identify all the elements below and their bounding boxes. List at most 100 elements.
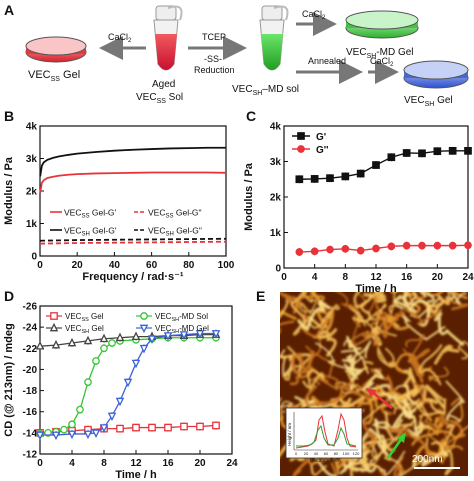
data-point	[212, 421, 220, 430]
data-point	[100, 344, 108, 353]
x-tick-label: 8	[343, 272, 349, 283]
afm-fiber	[434, 344, 460, 365]
y-tick-label: -14	[23, 428, 38, 439]
x-tick-label: 4	[312, 272, 318, 283]
red-arrow-icon	[371, 391, 393, 409]
data-point	[131, 331, 141, 341]
data-point	[295, 175, 304, 184]
petri-dish-blue-icon	[403, 60, 469, 89]
afm-fiber	[280, 353, 313, 377]
series-line-3	[39, 237, 227, 242]
data-point	[115, 397, 125, 407]
data-point	[131, 359, 141, 369]
afm-fiber	[434, 416, 465, 437]
afm-fiber	[393, 456, 406, 476]
data-point	[356, 246, 365, 255]
x-tick-label: 24	[226, 458, 238, 469]
scale-bar-label: 200nm	[412, 454, 443, 465]
afm-fiber	[428, 366, 449, 382]
afm-fiber	[343, 381, 371, 417]
afm-fiber	[428, 294, 451, 314]
chart-d-cd-kinetics: 0 4 8 12 16 20 24 -12 -14 -16 -18 -20 -22 -24 -26 Time …	[3, 302, 238, 481]
afm-fiber	[370, 312, 401, 339]
afm-fiber	[430, 441, 454, 476]
afm-fiber	[434, 308, 465, 346]
x-tick-label: 40	[109, 260, 121, 271]
panel-label-d: D	[4, 288, 15, 304]
y-tick-label: 0	[275, 264, 281, 275]
x-tick-label: 100	[218, 260, 235, 271]
data-point	[448, 241, 457, 250]
legend-marker	[49, 322, 59, 332]
afm-fiber	[280, 309, 297, 320]
data-point	[51, 431, 61, 441]
data-point	[60, 425, 68, 434]
x-axis-title: Time / h	[115, 469, 157, 481]
y-tick-label: -20	[23, 365, 38, 376]
aged-sol-tube-icon	[153, 5, 183, 71]
afm-fiber	[382, 447, 424, 476]
data-point	[163, 332, 173, 341]
afm-fiber	[376, 386, 418, 409]
data-point	[341, 244, 350, 253]
afm-fiber	[380, 468, 387, 476]
afm-fiber	[361, 319, 380, 335]
data-point	[326, 174, 334, 183]
data-point	[68, 420, 76, 429]
afm-fiber	[299, 299, 317, 315]
data-point	[464, 146, 472, 155]
inset-x-tick-label: 0	[295, 451, 298, 456]
petri-dish-green-icon	[345, 10, 419, 39]
data-point	[448, 146, 457, 155]
y-axis-title: Modulus / Pa	[3, 156, 15, 225]
petri-dish-red-icon	[25, 36, 87, 63]
afm-fiber	[403, 292, 421, 317]
data-point	[92, 357, 100, 365]
data-point	[164, 423, 172, 432]
x-tick-label: 20	[194, 458, 206, 469]
afm-fiber	[365, 293, 398, 324]
afm-fiber	[387, 426, 429, 456]
y-tick-label: 1k	[26, 219, 38, 230]
data-point	[310, 247, 319, 256]
legend-entry-3: VECSH-MD Gel	[155, 324, 209, 335]
data-point	[372, 244, 380, 253]
afm-fiber	[309, 302, 340, 329]
x-tick-label: 80	[183, 260, 195, 271]
x-tick-label: 60	[146, 260, 158, 271]
chart-b-frequency-sweep: 0 20 40 60 80 100 0 1k 2k 3k 4k Frequency / rad·s⁻¹…	[3, 122, 235, 284]
legend-entry-0: VECSS Gel-G'	[64, 208, 117, 220]
x-tick-label: 0	[37, 260, 43, 271]
data-point	[387, 242, 396, 251]
afm-fiber	[394, 414, 416, 442]
x-tick-label: 20	[72, 260, 84, 271]
data-point	[139, 344, 149, 354]
inset-x-tick-label: 20	[304, 451, 309, 456]
series-line-1	[39, 240, 227, 245]
data-point	[51, 339, 61, 349]
y-axis-title: CD (@ 213nm) / mdeg	[3, 323, 15, 436]
plot-frame	[39, 125, 227, 257]
inset-x-tick-label: 120	[353, 451, 360, 456]
afm-fiber	[289, 445, 307, 462]
series-line-1	[299, 244, 469, 253]
data-point	[433, 147, 442, 156]
data-point	[310, 175, 319, 183]
vecsh-gel-label: VECSH Gel	[404, 95, 453, 108]
data-point	[83, 430, 93, 440]
annealed-label: Annealed	[308, 56, 346, 66]
y-tick-label: 2k	[270, 193, 282, 204]
aged-label: Aged	[152, 79, 175, 90]
afm-fiber	[371, 409, 409, 430]
y-tick-label: 1k	[270, 228, 282, 239]
data-point	[356, 169, 365, 178]
afm-fiber	[371, 391, 413, 420]
afm-fiber	[350, 457, 383, 476]
legend-entry-2: VECSH Gel	[65, 324, 104, 335]
data-point	[148, 423, 156, 432]
inset-x-tick-label: 80	[334, 451, 339, 456]
md-sol-tube-icon	[259, 5, 289, 71]
data-point	[179, 331, 189, 340]
